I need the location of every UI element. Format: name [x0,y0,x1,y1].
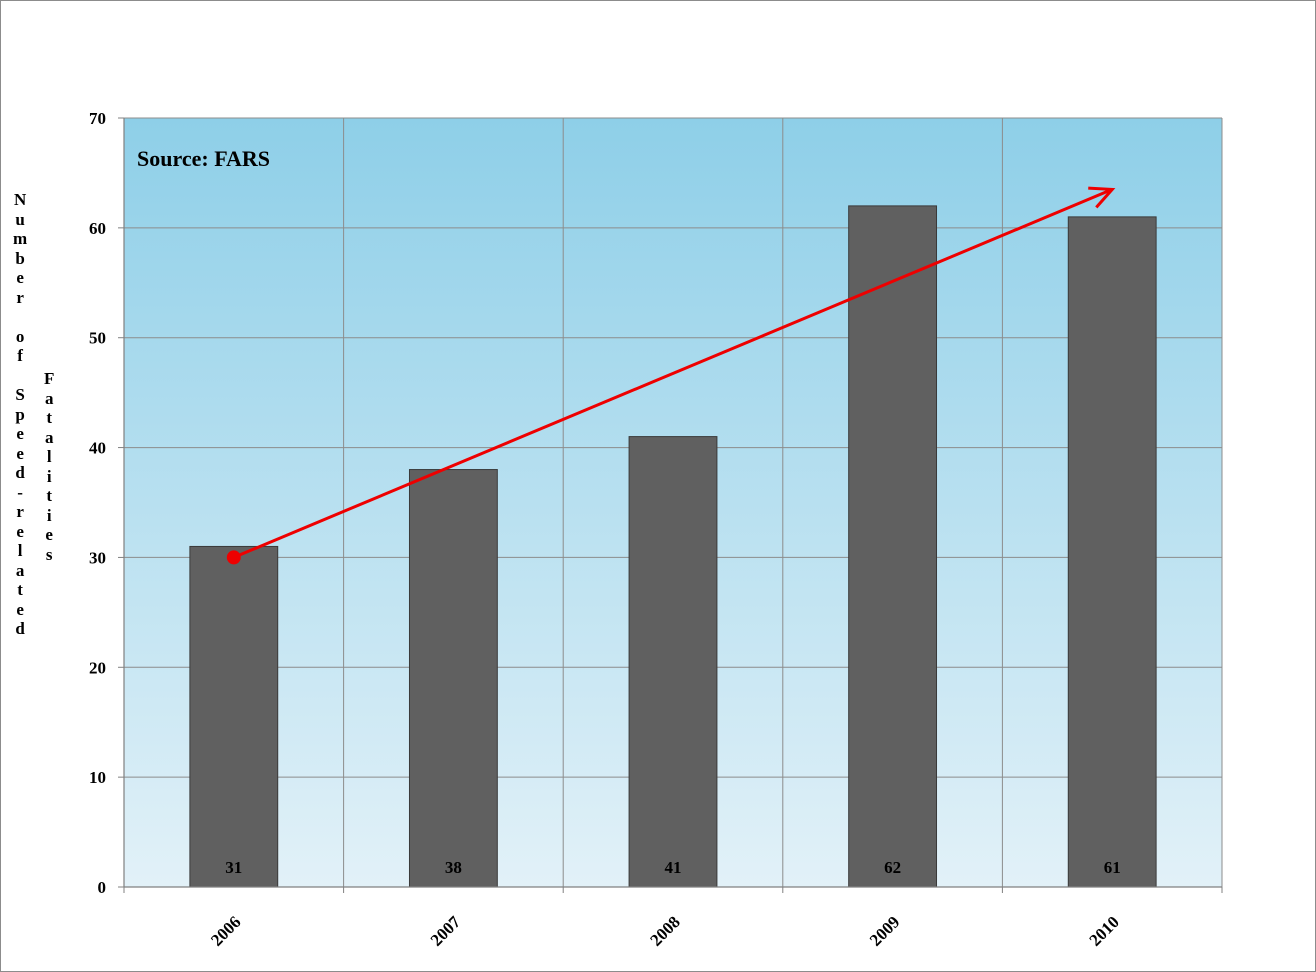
y-tick-label: 50 [89,329,106,348]
y-axis-label-letter [18,366,22,386]
x-tick-label: 2006 [207,912,244,949]
y-tick-label: 40 [89,439,106,458]
bar-2009 [848,205,938,888]
y-axis-label-letter [18,307,22,327]
y-axis-label-letter: b [15,248,25,268]
y-axis-label-letter: d [15,619,25,638]
trend-line [233,188,1113,559]
y-axis-label-letter: e [16,599,24,619]
trend-start-dot [226,550,241,565]
y-axis-label-letter: p [15,404,25,424]
y-axis-label-letter: a [15,560,25,580]
y-axis-label-letter: m [13,229,28,248]
data-label: 61 [1104,858,1121,877]
x-tick-label: 2007 [427,912,465,950]
y-axis-label-letter: s [45,544,53,564]
gridlines [123,117,1223,888]
y-axis-label-letter: e [16,268,24,287]
y-axis-label-letter: t [46,408,53,427]
y-axis-label-letter: t [17,580,23,599]
x-tick-label: 2008 [646,912,683,949]
trend-arrow [226,186,1116,565]
y-tick-label: 60 [89,219,106,238]
y-tick-label: 10 [89,768,106,787]
x-tick-label: 2009 [866,912,903,949]
source-annotation: Source: FARS [137,146,270,171]
data-label: 62 [884,858,901,877]
y-axis-label-letter: r [16,502,24,521]
y-tick-label: 30 [89,548,106,567]
data-label: 31 [225,858,242,877]
axes [118,117,1223,893]
y-axis-label-letter: l [17,541,23,560]
y-axis-label-letter: t [46,486,53,505]
bar-2006 [189,545,279,888]
y-axis-label-letter: N [13,190,27,209]
data-labels: 31 38 41 62 61 [225,858,1120,877]
y-axis-label-letter: S [15,385,25,404]
y-axis-label-letter: e [16,521,24,541]
y-tick-label: 0 [98,878,107,897]
bar-2007 [408,469,498,888]
y-axis-label-letter: d [15,463,25,482]
data-label: 38 [445,858,462,877]
y-axis-label-letter: u [15,209,25,229]
y-axis-label-letter: o [15,326,25,346]
y-axis-label-letter: l [46,447,52,466]
trend-arrowhead [1088,186,1116,209]
bar-2010 [1067,216,1157,888]
bar-2008 [628,436,718,888]
y-axis-label-letter: e [16,424,24,443]
y-tick-label: 20 [89,658,106,677]
y-axis-label-letter: i [46,466,52,486]
y-axis-label-letter: - [17,482,23,502]
y-axis-label-letter: F [44,369,55,388]
y-axis-label-letter: a [44,388,54,408]
y-axis-label-letter: i [46,505,52,525]
y-axis-label-letter: r [16,287,24,307]
bars [189,205,1157,888]
y-axis-label-letter: e [16,443,24,463]
y-axis-label-letter: e [45,525,53,544]
data-label: 41 [665,858,682,877]
x-tick-label: 2010 [1086,912,1123,949]
y-tick-label: 70 [89,109,106,128]
y-axis-label-letter: f [17,346,23,365]
y-axis-label-letter: a [44,427,54,447]
